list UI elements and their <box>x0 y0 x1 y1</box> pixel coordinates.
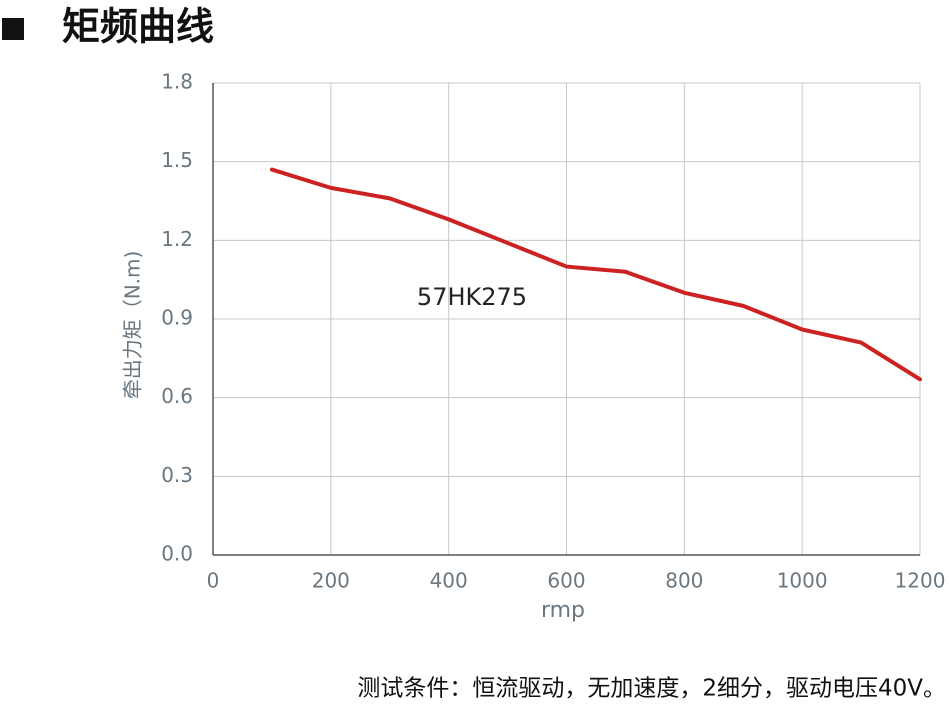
y-tick-label: 1.2 <box>161 227 193 251</box>
x-tick-label: 0 <box>207 569 220 593</box>
y-tick-label: 1.5 <box>161 148 193 172</box>
x-tick-label: 400 <box>430 569 468 593</box>
data-line <box>269 167 922 382</box>
chart-title: 矩频曲线 <box>62 5 214 49</box>
x-axis-label: rmp <box>541 598 585 623</box>
y-tick-label: 0.9 <box>161 306 193 330</box>
y-tick-label: 0.3 <box>161 463 193 487</box>
annotation: 57HK275 <box>417 283 527 311</box>
x-tick-label: 200 <box>312 569 350 593</box>
y-axis-label: 牵出力矩（N.m) <box>121 251 145 400</box>
y-tick-label: 1.8 <box>161 70 193 94</box>
x-tick-label: 800 <box>665 569 703 593</box>
x-tick-label: 1000 <box>777 569 828 593</box>
x-tick-label: 600 <box>547 569 585 593</box>
y-tick-label: 0.6 <box>161 384 193 408</box>
test-note: 测试条件：恒流驱动，无加速度，2细分，驱动电压40V。 <box>357 676 946 702</box>
y-tick-label: 0.0 <box>161 542 193 566</box>
x-tick-label: 1200 <box>895 569 946 593</box>
title-bullet <box>2 18 24 40</box>
